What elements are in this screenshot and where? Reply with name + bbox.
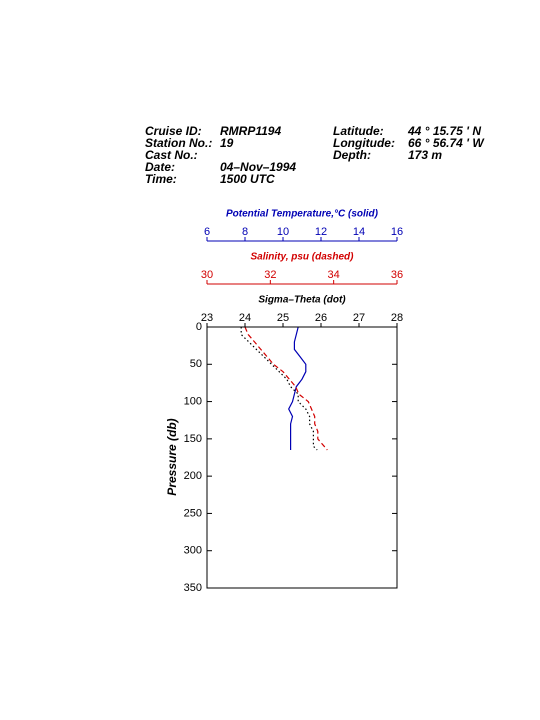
profile-line — [288, 326, 307, 450]
y-tick-label: 250 — [184, 507, 202, 519]
x-tick-label: 10 — [277, 226, 289, 238]
plot-frame — [206, 326, 398, 589]
x-tick-label: 32 — [264, 269, 276, 281]
x-tick-label: 14 — [353, 226, 365, 238]
y-tick-label: 100 — [184, 395, 202, 407]
x-tick-label: 16 — [391, 226, 403, 238]
axis-title: Salinity, psu (dashed) — [251, 252, 355, 263]
y-tick-label: 150 — [184, 433, 202, 445]
y-tick-label: 200 — [184, 470, 202, 482]
header-label: Cast No.: — [145, 148, 198, 162]
header-label: Cruise ID: — [145, 124, 202, 138]
x-tick-label: 26 — [315, 312, 327, 324]
profile-line — [240, 327, 318, 451]
x-tick-label: 25 — [277, 312, 289, 324]
x-tick-label: 30 — [201, 269, 213, 281]
x-tick-label: 6 — [204, 226, 210, 238]
x-tick-label: 24 — [239, 312, 251, 324]
x-tick-label: 36 — [391, 269, 403, 281]
header-value: 66 ° 56.74 ' W — [408, 136, 485, 150]
header-value: 19 — [220, 136, 234, 150]
y-tick-label: 300 — [184, 545, 202, 557]
header-value: 44 ° 15.75 ' N — [407, 124, 481, 138]
x-tick-label: 8 — [242, 226, 248, 238]
header-value: 1500 UTC — [220, 172, 275, 186]
header-value: 04–Nov–1994 — [220, 160, 296, 174]
x-tick-label: 12 — [315, 226, 327, 238]
x-tick-label: 34 — [328, 269, 340, 281]
y-tick-label: 350 — [184, 582, 202, 594]
header-label: Longitude: — [333, 136, 395, 150]
y-tick-label: 50 — [190, 358, 202, 370]
header-label: Time: — [145, 172, 177, 186]
header-value: RMRP1194 — [220, 124, 281, 138]
x-tick-label: 27 — [353, 312, 365, 324]
x-tick-label: 23 — [201, 312, 213, 324]
y-tick-label: 0 — [196, 321, 202, 333]
axis-title: Potential Temperature,°C (solid) — [226, 209, 379, 220]
header-label: Depth: — [333, 148, 371, 162]
header-label: Latitude: — [333, 124, 384, 138]
header-value: 173 m — [408, 148, 442, 162]
x-tick-label: 28 — [391, 312, 403, 324]
axis-title: Sigma–Theta (dot) — [258, 295, 346, 306]
header-label: Date: — [145, 160, 175, 174]
profile-line — [244, 326, 328, 451]
header-label: Station No.: — [145, 136, 212, 150]
y-axis-label: Pressure (db) — [165, 418, 179, 495]
